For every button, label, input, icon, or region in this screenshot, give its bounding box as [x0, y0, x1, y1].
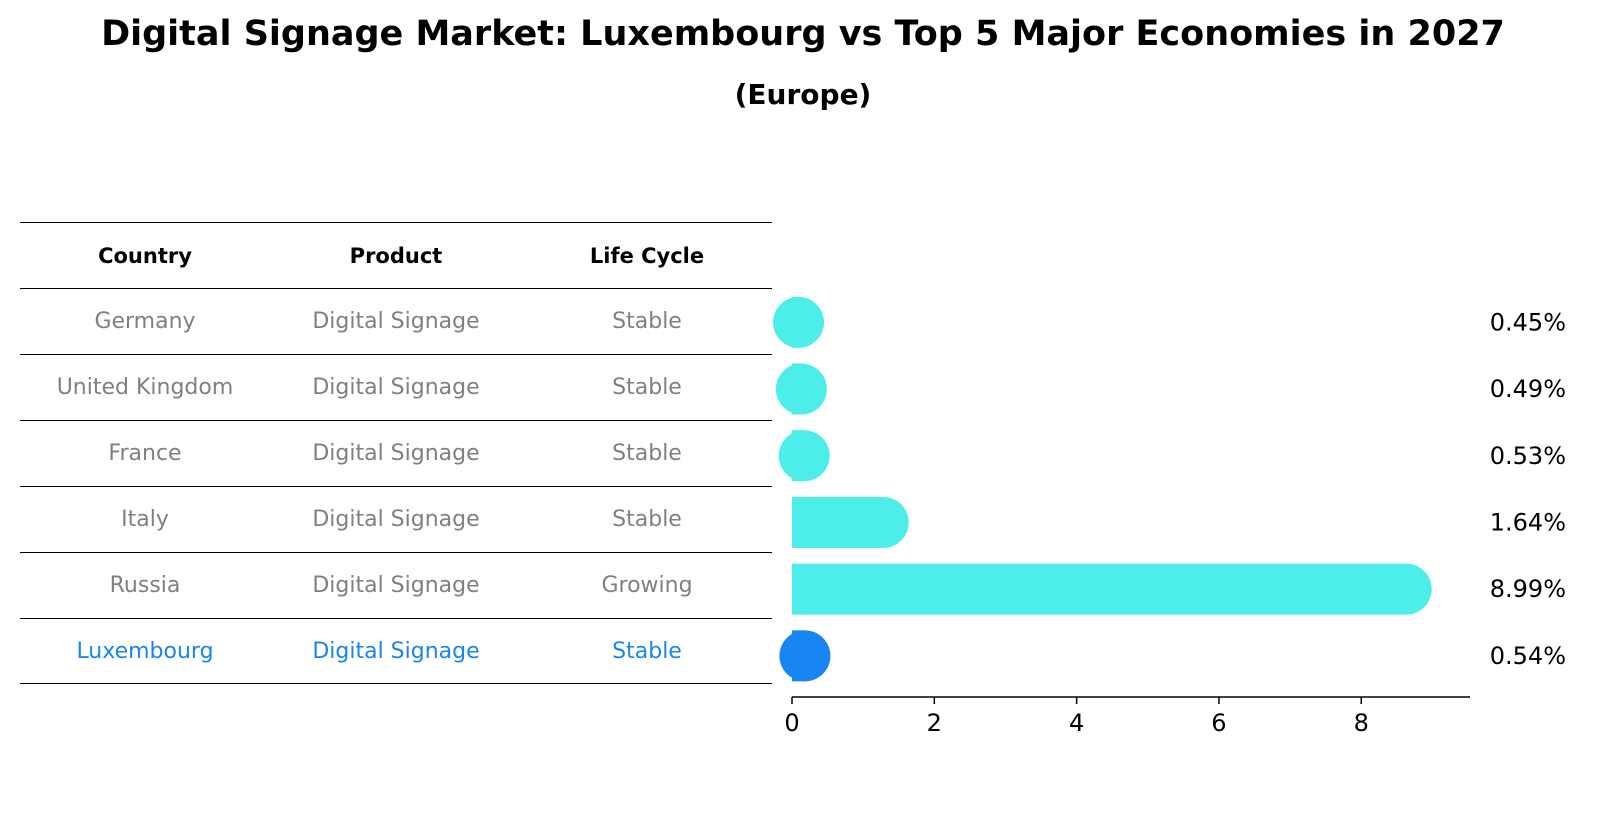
- table-row: Italy Digital Signage Stable: [20, 486, 772, 552]
- data-label: 0.54%: [1490, 642, 1566, 670]
- table-row-highlight: Luxembourg Digital Signage Stable: [20, 618, 772, 684]
- bar-cap: [779, 630, 831, 682]
- cell-country: France: [108, 441, 182, 466]
- bar-cap: [1380, 563, 1432, 615]
- data-label: 1.64%: [1490, 508, 1566, 536]
- cell-life-cycle: Stable: [612, 638, 682, 664]
- bar-cap: [857, 496, 909, 548]
- table-row: Russia Digital Signage Growing: [20, 552, 772, 618]
- header-life-cycle: Life Cycle: [589, 243, 705, 268]
- bar: [792, 563, 1407, 615]
- cell-life-cycle: Stable: [612, 507, 682, 532]
- table-header-row: Country Product Life Cycle: [20, 222, 772, 288]
- cell-product: Digital Signage: [312, 375, 480, 400]
- data-label: 0.45%: [1490, 308, 1566, 336]
- cell-life-cycle: Stable: [612, 441, 682, 466]
- x-tick-label: 6: [1211, 709, 1226, 737]
- header-product: Product: [349, 243, 443, 268]
- chart-title: Digital Signage Market: Luxembourg vs To…: [101, 14, 1505, 54]
- table-row: France Digital Signage Stable: [20, 420, 772, 486]
- cell-product: Digital Signage: [312, 441, 480, 466]
- data-label: 0.49%: [1490, 375, 1566, 403]
- table-row: Germany Digital Signage Stable: [20, 288, 772, 354]
- table-row: United Kingdom Digital Signage Stable: [20, 354, 772, 420]
- data-label: 0.53%: [1490, 442, 1566, 470]
- cell-country: Germany: [94, 309, 196, 334]
- x-tick-label: 2: [927, 709, 942, 737]
- x-tick-label: 8: [1354, 709, 1369, 737]
- chart-subtitle: (Europe): [734, 78, 872, 111]
- cell-product: Digital Signage: [312, 309, 480, 334]
- cell-country: Russia: [109, 573, 181, 598]
- bar-cap: [775, 363, 827, 415]
- cell-country: Luxembourg: [76, 638, 214, 664]
- cell-product: Digital Signage: [312, 507, 480, 532]
- cell-country: Italy: [121, 507, 169, 532]
- cell-life-cycle: Growing: [601, 573, 693, 598]
- cell-product: Digital Signage: [312, 638, 480, 664]
- country-table: Country Product Life Cycle Germany Digit…: [20, 222, 772, 684]
- cell-product: Digital Signage: [312, 573, 480, 598]
- x-tick-label: 0: [784, 709, 799, 737]
- cell-country: United Kingdom: [56, 375, 234, 400]
- x-tick-label: 4: [1069, 709, 1084, 737]
- bar-cap: [778, 430, 830, 482]
- header-country: Country: [98, 243, 192, 268]
- cell-life-cycle: Stable: [612, 309, 682, 334]
- data-label: 8.99%: [1490, 575, 1566, 603]
- bar-cap: [773, 296, 825, 348]
- cell-life-cycle: Stable: [612, 375, 682, 400]
